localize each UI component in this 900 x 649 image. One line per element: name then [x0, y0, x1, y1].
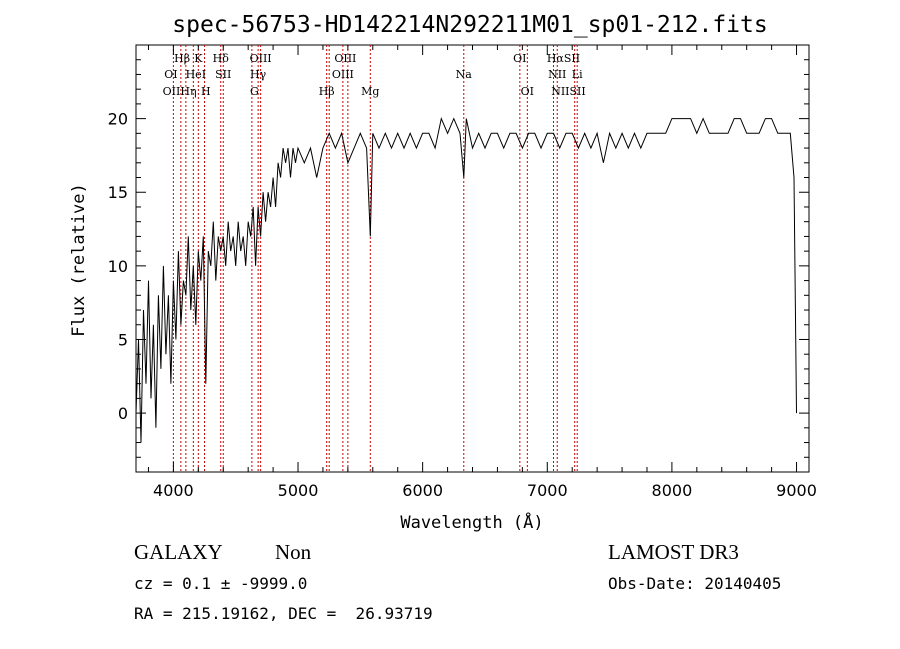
- chart-title: spec-56753-HD142214N292211M01_sp01-212.f…: [172, 12, 767, 38]
- object-subclass: Non: [275, 540, 312, 564]
- line-label: Li: [572, 68, 583, 81]
- line-label: Hγ: [250, 68, 267, 81]
- line-label: HαSII: [547, 52, 580, 65]
- object-class: GALAXY: [134, 540, 223, 564]
- line-label: HeI: [186, 68, 206, 81]
- line-label: OIII: [250, 52, 272, 65]
- line-label: Na: [456, 68, 473, 81]
- x-tick-label: 8000: [652, 481, 693, 500]
- redshift-text: cz = 0.1 ± -9999.0: [134, 574, 308, 593]
- y-tick-label: 20: [108, 110, 128, 129]
- emission-line-labels: Hβ K Hδ OIII OIII OI HαSII OI HeI SII Hγ OIII Na NII L…: [163, 52, 586, 98]
- spectrum-line: [135, 116, 797, 443]
- x-tick-label: 9000: [776, 481, 817, 500]
- y-axis-label: Flux (relative): [69, 183, 89, 337]
- line-label: NII: [548, 68, 566, 81]
- ra-dec-text: RA = 215.19162, DEC = 26.93719: [134, 604, 433, 623]
- obs-date-text: Obs-Date: 20140405: [608, 574, 782, 593]
- line-label: SII: [215, 68, 231, 81]
- x-tick-label: 7000: [527, 481, 568, 500]
- y-axis-ticks: 0 5 10 15 20: [108, 59, 809, 473]
- y-tick-label: 10: [108, 257, 128, 276]
- line-label: NIISII: [551, 85, 586, 98]
- y-tick-label: 15: [108, 183, 128, 202]
- x-axis-ticks: 4000 5000 6000 7000 8000 9000: [147, 45, 817, 500]
- line-label: H: [201, 85, 211, 98]
- x-tick-label: 6000: [402, 481, 443, 500]
- line-label: Hβ: [174, 52, 190, 65]
- spectrum-series: [135, 116, 797, 443]
- line-label: OI: [521, 85, 534, 98]
- x-axis-label: Wavelength (Å): [400, 511, 543, 533]
- y-tick-label: 0: [118, 404, 128, 423]
- line-label: OI: [513, 52, 526, 65]
- line-label: Hβ: [319, 85, 335, 98]
- line-label: OI: [164, 68, 177, 81]
- x-tick-label: 5000: [278, 481, 319, 500]
- y-tick-label: 5: [118, 330, 128, 349]
- survey-name: LAMOST DR3: [608, 540, 739, 564]
- line-label: OIIHη: [163, 85, 197, 98]
- emission-lines: [172, 45, 578, 472]
- line-label: G: [250, 85, 259, 98]
- x-tick-label: 4000: [153, 481, 194, 500]
- plot-frame: [135, 44, 810, 473]
- line-label: Hδ: [213, 52, 230, 65]
- line-label: OIII: [332, 68, 354, 81]
- line-label: OIII: [334, 52, 356, 65]
- line-label: Mg: [361, 85, 379, 98]
- line-label: K: [194, 52, 203, 65]
